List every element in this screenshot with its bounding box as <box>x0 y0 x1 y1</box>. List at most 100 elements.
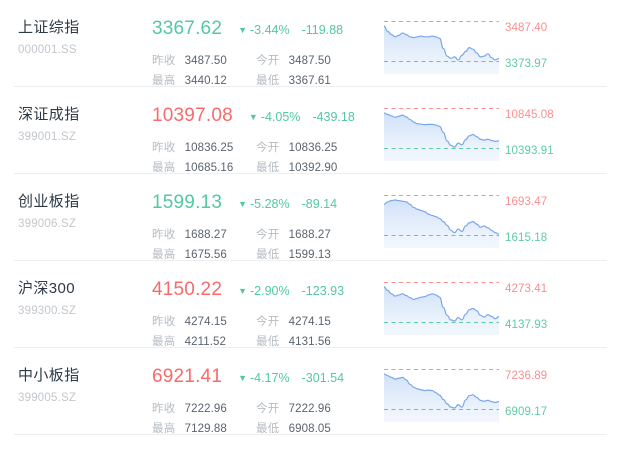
sparkline-line <box>384 26 499 60</box>
index-row[interactable]: 创业板指 399006.SZ 1599.13 ▼ -5.28% -89.14 昨收 1688.… <box>14 174 607 261</box>
high-value: 3440.12 <box>184 75 227 87</box>
open-label: 今开 <box>256 316 280 328</box>
index-name: 深证成指 <box>18 106 80 123</box>
index-code: 399006.SZ <box>18 218 77 230</box>
low-value: 3367.61 <box>288 75 331 87</box>
high-value: 7129.88 <box>184 423 227 435</box>
index-sparkline[interactable]: 7236.89 6909.17 <box>384 364 607 422</box>
reference-low-label: 3373.97 <box>505 58 548 70</box>
prev-close-label: 昨收 <box>152 316 176 328</box>
prev-close-label: 昨收 <box>152 229 176 241</box>
change-percent: -2.90% <box>250 284 290 298</box>
open-label: 今开 <box>256 229 280 241</box>
trend-down-icon: ▼ <box>238 199 248 209</box>
open-value: 3487.50 <box>288 55 331 67</box>
index-code: 399005.SZ <box>18 392 77 404</box>
index-sparkline[interactable]: 4273.41 4137.93 <box>384 277 607 335</box>
sparkline-chart <box>384 190 499 248</box>
low-label: 最低 <box>256 249 280 261</box>
change-percent: -4.17% <box>250 371 290 385</box>
index-quote: 4150.22 ▼ -2.90% -123.93 昨收 4274.15 今开 4274.15 最… <box>152 279 384 351</box>
trend-down-icon: ▼ <box>238 25 248 35</box>
sparkline-chart <box>384 103 499 161</box>
last-price: 4150.22 <box>152 279 223 300</box>
low-label: 最低 <box>256 162 280 174</box>
prev-close-value: 10836.25 <box>184 142 234 154</box>
index-identity[interactable]: 上证综指 000001.SS <box>14 18 152 58</box>
index-stats: 昨收 1688.27 今开 1688.27 最高 1675.56 最低 1599.13 <box>152 224 384 264</box>
reference-high-label: 1693.47 <box>505 196 548 208</box>
low-value: 10392.90 <box>288 162 338 174</box>
trend-down-icon: ▼ <box>238 286 248 296</box>
last-price: 3367.62 <box>152 18 223 39</box>
index-name: 创业板指 <box>18 193 80 210</box>
sparkline-area <box>384 113 499 161</box>
reference-high-label: 7236.89 <box>505 370 548 382</box>
last-price: 6921.41 <box>152 366 223 387</box>
low-label: 最低 <box>256 75 280 87</box>
sparkline-chart <box>384 277 499 335</box>
index-sparkline[interactable]: 1693.47 1615.18 <box>384 190 607 248</box>
index-code: 399300.SZ <box>18 305 77 317</box>
prev-close-label: 昨收 <box>152 55 176 67</box>
reference-low-label: 4137.93 <box>505 319 548 331</box>
sparkline-line <box>384 113 499 147</box>
index-row[interactable]: 深证成指 399001.SZ 10397.08 ▼ -4.05% -439.18 昨收 108… <box>14 87 607 174</box>
reference-high-label: 3487.40 <box>505 22 548 34</box>
index-row[interactable]: 中小板指 399005.SZ 6921.41 ▼ -4.17% -301.54 昨收 7222… <box>14 348 607 435</box>
index-stats: 昨收 3487.50 今开 3487.50 最高 3440.12 最低 3367.61 <box>152 50 384 90</box>
index-identity[interactable]: 深证成指 399001.SZ <box>14 105 152 145</box>
index-identity[interactable]: 中小板指 399005.SZ <box>14 366 152 406</box>
index-row[interactable]: 沪深300 399300.SZ 4150.22 ▼ -2.90% -123.93 昨收 427… <box>14 261 607 348</box>
prev-close-label: 昨收 <box>152 142 176 154</box>
index-name: 中小板指 <box>18 367 80 384</box>
change-absolute: -89.14 <box>301 197 338 211</box>
index-quote: 10397.08 ▼ -4.05% -439.18 昨收 10836.25 今开 10836.… <box>152 105 384 177</box>
high-value: 10685.16 <box>184 162 234 174</box>
high-value: 1675.56 <box>184 249 227 261</box>
high-label: 最高 <box>152 423 176 435</box>
index-code: 000001.SS <box>18 44 77 56</box>
index-name: 上证综指 <box>18 19 80 36</box>
reference-low-label: 1615.18 <box>505 232 548 244</box>
low-value: 1599.13 <box>288 249 331 261</box>
high-label: 最高 <box>152 336 176 348</box>
open-value: 7222.96 <box>288 403 331 415</box>
change-percent: -5.28% <box>250 197 290 211</box>
index-row[interactable]: 上证综指 000001.SS 3367.62 ▼ -3.44% -119.88 昨收 3487… <box>14 0 607 87</box>
high-label: 最高 <box>152 249 176 261</box>
last-price: 10397.08 <box>152 105 233 126</box>
sparkline-chart <box>384 16 499 74</box>
prev-close-value: 3487.50 <box>184 55 227 67</box>
index-stats: 昨收 10836.25 今开 10836.25 最高 10685.16 最低 10392.90 <box>152 137 384 177</box>
prev-close-value: 4274.15 <box>184 316 227 328</box>
change-percent: -4.05% <box>260 110 301 124</box>
sparkline-line <box>384 200 499 234</box>
index-code: 399001.SZ <box>18 131 77 143</box>
low-label: 最低 <box>256 336 280 348</box>
index-identity[interactable]: 创业板指 399006.SZ <box>14 192 152 232</box>
trend-down-icon: ▼ <box>238 373 248 383</box>
open-label: 今开 <box>256 55 280 67</box>
open-label: 今开 <box>256 142 280 154</box>
index-quote: 3367.62 ▼ -3.44% -119.88 昨收 3487.50 今开 3487.50 最… <box>152 18 384 90</box>
index-identity[interactable]: 沪深300 399300.SZ <box>14 279 152 319</box>
low-label: 最低 <box>256 423 280 435</box>
high-label: 最高 <box>152 162 176 174</box>
index-sparkline[interactable]: 10845.08 10393.91 <box>384 103 607 161</box>
index-sparkline[interactable]: 3487.40 3373.97 <box>384 16 607 74</box>
sparkline-area <box>384 200 499 248</box>
index-quote: 1599.13 ▼ -5.28% -89.14 昨收 1688.27 今开 1688.27 最高… <box>152 192 384 264</box>
high-value: 4211.52 <box>184 336 227 348</box>
open-value: 4274.15 <box>288 316 331 328</box>
sparkline-line <box>384 374 499 408</box>
sparkline-chart <box>384 364 499 422</box>
prev-close-value: 7222.96 <box>184 403 227 415</box>
change-absolute: -439.18 <box>312 110 355 124</box>
prev-close-value: 1688.27 <box>184 229 227 241</box>
index-stats: 昨收 7222.96 今开 7222.96 最高 7129.88 最低 6908.05 <box>152 398 384 438</box>
low-value: 6908.05 <box>288 423 331 435</box>
open-value: 10836.25 <box>288 142 338 154</box>
index-quote: 6921.41 ▼ -4.17% -301.54 昨收 7222.96 今开 7222.96 最… <box>152 366 384 438</box>
